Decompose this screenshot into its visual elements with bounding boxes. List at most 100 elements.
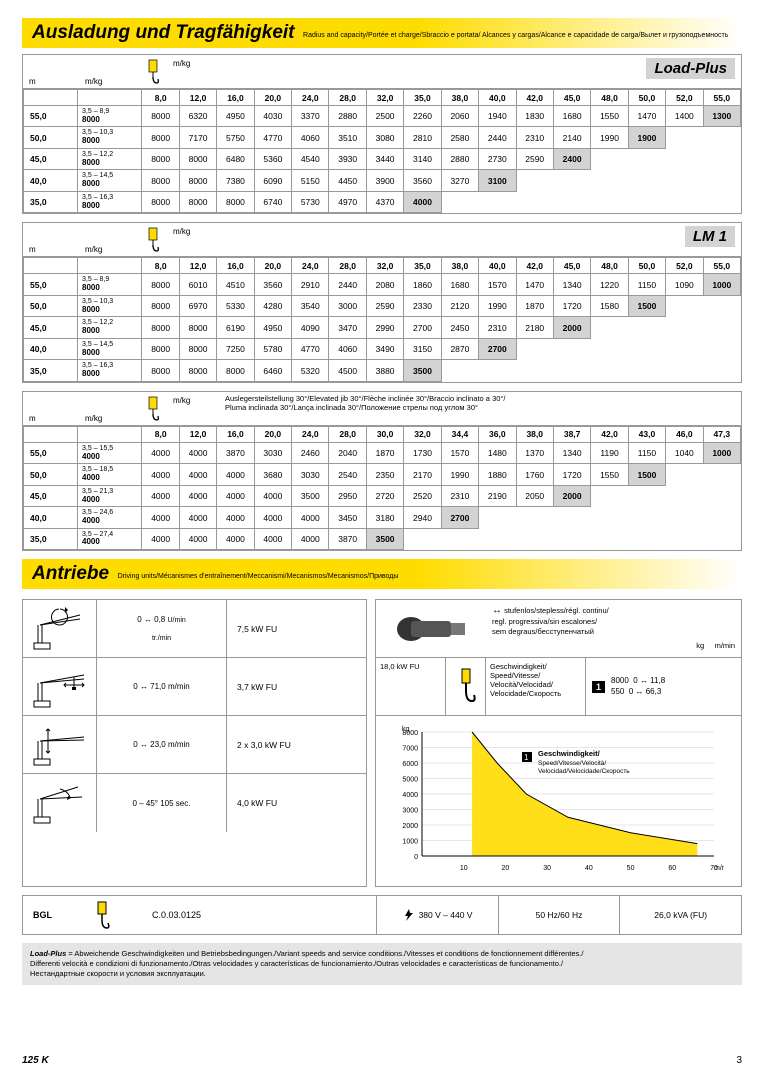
col-header: 35,0: [404, 258, 441, 274]
row-m: 50,0: [24, 295, 78, 316]
col-header: 48,0: [591, 90, 628, 106]
row-m: 45,0: [24, 317, 78, 338]
loadplus-note: Load-Plus = Abweichende Geschwindigkeite…: [22, 943, 742, 984]
col-header: 24,0: [292, 426, 329, 442]
capacity-cell: 4000: [217, 485, 254, 506]
capacity-cell: 1470: [516, 274, 553, 295]
col-header: 52,0: [666, 90, 703, 106]
crane-icon: [23, 716, 97, 773]
drive-value: 0 – 45° 105 sec.: [97, 774, 227, 832]
col-header: 20,0: [254, 426, 291, 442]
capacity-cell: 4950: [254, 317, 291, 338]
capacity-cell: 1900: [628, 127, 665, 148]
capacity-cell: 1400: [666, 106, 703, 127]
row-range: 3,5 – 21,34000: [78, 485, 142, 506]
capacity-cell: 2990: [366, 317, 403, 338]
col-header: 16,0: [217, 258, 254, 274]
col-header: 16,0: [217, 426, 254, 442]
capacity-cell: 8000: [179, 360, 216, 381]
drive-row: 0 ↔ 0,8 U/mintr./min7,5 kW FU: [23, 600, 366, 658]
capacity-cell: 6970: [179, 295, 216, 316]
capacity-cell: 3150: [404, 338, 441, 359]
capacity-cell: 3540: [292, 295, 329, 316]
capacity-cell: 4000: [217, 464, 254, 485]
col-header: 46,0: [666, 426, 703, 442]
capacity-cell: 4090: [292, 317, 329, 338]
capacity-cell: 8000: [179, 191, 216, 212]
capacity-cell: 3030: [254, 442, 291, 463]
capacity-cell: 1990: [441, 464, 478, 485]
col-header: 42,0: [591, 426, 628, 442]
col-header: 38,0: [441, 90, 478, 106]
power-icon: [402, 908, 416, 922]
col-header: 55,0: [703, 90, 740, 106]
capacity-cell: 5780: [254, 338, 291, 359]
capacity-cell: 3500: [292, 485, 329, 506]
capacity-cell: 1220: [591, 274, 628, 295]
col-header: 34,4: [441, 426, 478, 442]
col-header: 50,0: [628, 258, 665, 274]
bgl-label: BGL: [33, 910, 52, 920]
svg-text:1000: 1000: [402, 839, 418, 846]
stepless-label: stufenlos/stepless/régl. continu/ regl. …: [492, 606, 609, 636]
drive-value: 0 ↔ 23,0 m/min: [97, 716, 227, 773]
row-range: 3,5 – 18,54000: [78, 464, 142, 485]
col-header: 8,0: [142, 426, 179, 442]
winch-power: 18,0 kW FU: [376, 658, 446, 715]
capacity-cell: 4000: [217, 528, 254, 549]
capacity-cell: 1570: [479, 274, 516, 295]
capacity-cell: 1570: [441, 442, 478, 463]
capacity-cell: 1190: [591, 442, 628, 463]
capacity-cell: 4280: [254, 295, 291, 316]
capacity-cell: 1340: [553, 274, 590, 295]
capacity-cell: 8000: [142, 170, 179, 191]
capacity-cell: 8000: [142, 148, 179, 169]
capacity-cell: 2700: [479, 338, 516, 359]
col-header: 32,0: [404, 426, 441, 442]
jib-note: Auslegersteilstellung 30°/Elevated jib 3…: [225, 394, 506, 412]
capacity-cell: 5330: [217, 295, 254, 316]
capacity-table: mm/kgm/kgLM 18,012,016,020,024,028,032,0…: [22, 222, 742, 382]
capacity-cell: 2040: [329, 442, 366, 463]
drive-power: 4,0 kW FU: [227, 774, 366, 832]
row-m: 55,0: [24, 442, 78, 463]
col-header: 12,0: [179, 90, 216, 106]
capacity-cell: 4000: [404, 191, 441, 212]
capacity-cell: 3900: [366, 170, 403, 191]
col-header: 24,0: [292, 90, 329, 106]
section1-sub: Radius and capacity/Portée et charge/Sbr…: [303, 32, 728, 39]
capacity-cell: 4000: [142, 442, 179, 463]
capacity-cell: 2870: [441, 338, 478, 359]
col-header: 28,0: [329, 90, 366, 106]
capacity-cell: 8000: [142, 127, 179, 148]
capacity-cell: 1990: [479, 295, 516, 316]
capacity-cell: 4000: [179, 528, 216, 549]
svg-text:30: 30: [543, 865, 551, 872]
capacity-cell: 4000: [254, 507, 291, 528]
capacity-cell: 2720: [366, 485, 403, 506]
capacity-cell: 4060: [329, 338, 366, 359]
col-header: 16,0: [217, 90, 254, 106]
hook-icon: [92, 900, 112, 930]
row-range: 3,5 – 14,58000: [78, 170, 142, 191]
model-label: 125 K: [22, 1055, 49, 1066]
col-header: 20,0: [254, 90, 291, 106]
row-range: 3,5 – 12,28000: [78, 148, 142, 169]
col-header: 8,0: [142, 258, 179, 274]
section1-title: Ausladung und Tragfähigkeit: [32, 22, 295, 43]
capacity-cell: 4000: [142, 507, 179, 528]
drive-power: 7,5 kW FU: [227, 600, 366, 657]
capacity-cell: 4970: [329, 191, 366, 212]
capacity-cell: 2310: [479, 317, 516, 338]
capacity-cell: 8000: [142, 295, 179, 316]
row-range: 3,5 – 10,38000: [78, 295, 142, 316]
capacity-cell: 7380: [217, 170, 254, 191]
capacity-cell: 1480: [479, 442, 516, 463]
col-header: 38,0: [516, 426, 553, 442]
section2-title: Antriebe: [32, 563, 109, 584]
capacity-cell: 4000: [292, 528, 329, 549]
capacity-cell: 5150: [292, 170, 329, 191]
svg-text:Geschwindigkeit/: Geschwindigkeit/: [538, 749, 601, 758]
crane-icon: [23, 658, 97, 715]
capacity-cell: 5360: [254, 148, 291, 169]
